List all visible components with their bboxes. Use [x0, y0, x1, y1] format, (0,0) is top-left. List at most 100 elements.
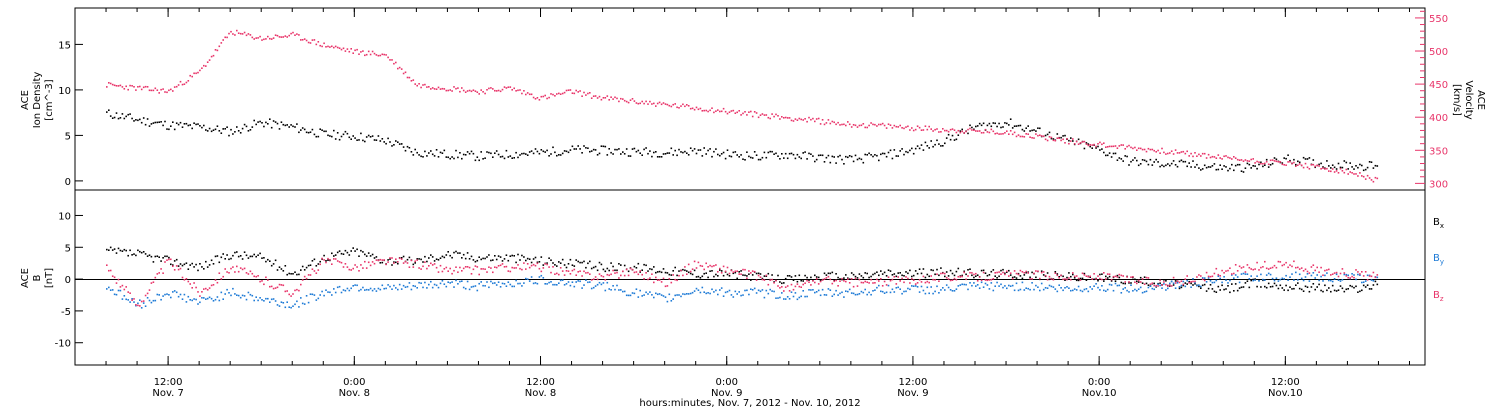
data-point: [201, 297, 203, 299]
data-point: [1359, 290, 1361, 293]
data-point: [1211, 288, 1214, 290]
bottom-ylabel-line1: ACE: [20, 268, 31, 288]
data-point: [1149, 148, 1152, 151]
data-point: [1163, 281, 1165, 283]
data-point: [810, 284, 812, 286]
data-point: [651, 294, 653, 296]
data-point: [1136, 280, 1138, 283]
data-point: [705, 153, 707, 155]
data-point: [798, 274, 801, 277]
data-point: [1110, 280, 1113, 282]
data-point: [682, 274, 684, 277]
xtick-label-date: Nov. 9: [897, 388, 928, 399]
data-point: [437, 86, 440, 89]
data-point: [369, 136, 372, 138]
data-point: [1155, 284, 1157, 287]
data-point: [728, 289, 731, 292]
data-point: [656, 156, 659, 158]
data-point: [1128, 282, 1130, 284]
data-point: [881, 152, 884, 155]
data-point: [534, 282, 537, 284]
data-point: [195, 298, 197, 301]
data-point: [301, 279, 304, 281]
data-point: [1145, 290, 1148, 293]
data-point: [457, 271, 459, 273]
data-point: [288, 293, 290, 296]
data-point: [1037, 127, 1039, 129]
data-point: [1077, 285, 1080, 288]
data-point: [986, 279, 989, 282]
data-point: [276, 269, 279, 271]
data-point: [761, 289, 764, 291]
data-point: [887, 151, 890, 154]
data-point: [1017, 124, 1020, 127]
data-point: [1242, 286, 1245, 288]
data-point: [1234, 283, 1237, 285]
data-point: [1316, 266, 1318, 269]
data-point: [1240, 286, 1243, 289]
data-point: [391, 257, 393, 259]
data-point: [365, 255, 368, 257]
data-point: [971, 129, 973, 131]
data-point: [1201, 284, 1204, 287]
data-point: [736, 154, 738, 156]
data-point: [146, 255, 149, 257]
data-point: [1015, 277, 1018, 279]
data-point: [160, 260, 162, 262]
data-point: [1312, 283, 1315, 285]
data-point: [321, 257, 323, 260]
data-point: [385, 287, 387, 290]
data-point: [740, 270, 742, 272]
data-point: [406, 258, 409, 261]
data-point: [722, 151, 725, 154]
data-point: [348, 289, 351, 292]
data-point: [839, 154, 841, 157]
data-point: [788, 298, 791, 300]
data-point: [327, 259, 329, 261]
data-point: [168, 258, 170, 261]
data-point: [1337, 162, 1340, 165]
data-point: [744, 274, 746, 277]
top-y2tick-label: 300: [1429, 179, 1448, 190]
data-point: [598, 95, 601, 98]
data-point: [342, 266, 345, 268]
data-point: [137, 86, 139, 88]
data-point: [653, 266, 655, 268]
data-point: [757, 272, 760, 275]
data-point: [1052, 278, 1055, 281]
data-point: [629, 155, 632, 157]
data-point: [800, 279, 802, 282]
data-point: [571, 269, 574, 272]
data-point: [951, 128, 954, 130]
data-point: [988, 122, 991, 125]
data-point: [1289, 276, 1291, 278]
data-point: [944, 289, 946, 291]
data-point: [455, 279, 457, 282]
data-point: [546, 262, 548, 264]
data-point: [556, 93, 558, 95]
data-point: [926, 280, 929, 283]
data-point: [719, 110, 721, 113]
data-point: [622, 98, 624, 100]
data-point: [1331, 164, 1334, 166]
data-point: [470, 150, 473, 153]
data-point: [1362, 175, 1365, 178]
data-point: [148, 125, 151, 127]
data-point: [1285, 274, 1287, 277]
data-point: [1335, 168, 1338, 170]
data-point: [398, 66, 401, 69]
data-point: [301, 302, 304, 305]
data-point: [319, 44, 321, 47]
data-point: [269, 260, 271, 262]
data-point: [369, 287, 372, 290]
data-point: [1089, 144, 1091, 146]
data-point: [647, 103, 649, 105]
data-point: [1234, 264, 1237, 266]
data-point: [1056, 290, 1059, 293]
data-point: [175, 291, 178, 294]
data-point: [891, 127, 894, 129]
data-point: [220, 291, 223, 294]
data-point: [594, 285, 597, 287]
data-point: [1333, 272, 1336, 274]
data-point: [806, 276, 808, 279]
